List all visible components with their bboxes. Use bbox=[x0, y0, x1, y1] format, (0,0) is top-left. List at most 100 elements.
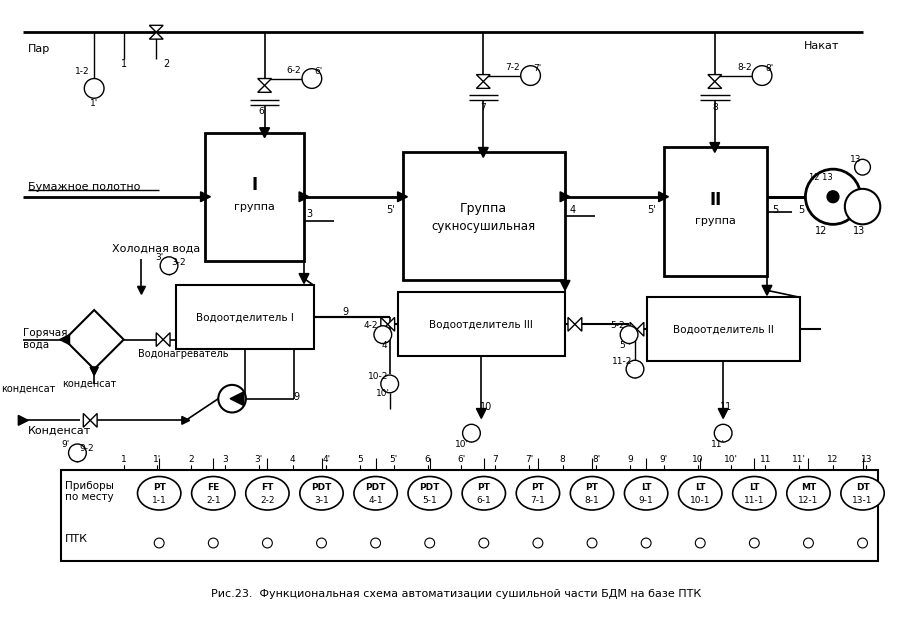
Text: 7: 7 bbox=[480, 102, 486, 112]
Bar bbox=[646, 297, 799, 361]
Text: 4': 4' bbox=[322, 456, 330, 464]
Polygon shape bbox=[476, 409, 486, 418]
Text: 7-1: 7-1 bbox=[530, 495, 546, 505]
Text: 5: 5 bbox=[619, 341, 625, 350]
Polygon shape bbox=[138, 286, 146, 295]
Text: 10: 10 bbox=[692, 456, 703, 464]
Text: 4: 4 bbox=[289, 456, 296, 464]
Circle shape bbox=[479, 538, 489, 548]
Polygon shape bbox=[476, 82, 490, 89]
Polygon shape bbox=[387, 318, 395, 331]
Text: Рис.23.  Функциональная схема автоматизации сушильной части БДМ на базе ПТК: Рис.23. Функциональная схема автоматизац… bbox=[210, 588, 701, 599]
Polygon shape bbox=[90, 367, 98, 375]
Polygon shape bbox=[397, 192, 407, 202]
Text: 3': 3' bbox=[155, 253, 164, 262]
Polygon shape bbox=[630, 323, 637, 336]
Text: 1-1: 1-1 bbox=[152, 495, 166, 505]
Text: по месту: по месту bbox=[65, 492, 113, 502]
Text: 7': 7' bbox=[533, 64, 541, 73]
Circle shape bbox=[521, 66, 540, 85]
Text: 9': 9' bbox=[660, 456, 668, 464]
Text: группа: группа bbox=[235, 202, 275, 212]
Polygon shape bbox=[149, 32, 163, 39]
Text: 4: 4 bbox=[382, 341, 387, 350]
Polygon shape bbox=[84, 414, 90, 427]
Text: 5-1: 5-1 bbox=[423, 495, 437, 505]
Text: 8': 8' bbox=[592, 456, 601, 464]
Circle shape bbox=[806, 169, 860, 224]
Text: 11-1: 11-1 bbox=[744, 495, 764, 505]
Text: 5': 5' bbox=[389, 456, 398, 464]
Ellipse shape bbox=[570, 477, 614, 510]
Circle shape bbox=[302, 69, 322, 89]
Text: 11': 11' bbox=[711, 441, 725, 449]
Text: 5': 5' bbox=[387, 205, 395, 215]
Text: 6': 6' bbox=[458, 456, 466, 464]
Text: Водонагреватель: Водонагреватель bbox=[138, 349, 229, 359]
Ellipse shape bbox=[625, 477, 668, 510]
Text: Бумажное полотно: Бумажное полотно bbox=[28, 182, 140, 192]
Text: 13: 13 bbox=[850, 155, 861, 164]
Text: 13: 13 bbox=[852, 227, 865, 236]
Ellipse shape bbox=[679, 477, 722, 510]
Circle shape bbox=[218, 385, 245, 412]
Text: FT: FT bbox=[262, 483, 273, 492]
Polygon shape bbox=[708, 82, 722, 89]
Text: 2: 2 bbox=[163, 59, 169, 69]
Polygon shape bbox=[478, 147, 488, 157]
Polygon shape bbox=[59, 334, 69, 344]
Text: 2: 2 bbox=[189, 456, 194, 464]
Text: 13: 13 bbox=[860, 456, 872, 464]
Text: 7': 7' bbox=[525, 456, 533, 464]
Text: 10': 10' bbox=[725, 456, 738, 464]
Polygon shape bbox=[90, 414, 97, 427]
Polygon shape bbox=[718, 409, 728, 418]
Text: 6: 6 bbox=[259, 107, 264, 115]
Text: 13-1: 13-1 bbox=[852, 495, 873, 505]
Text: 6-1: 6-1 bbox=[476, 495, 491, 505]
Polygon shape bbox=[574, 318, 582, 331]
Text: вода: вода bbox=[23, 339, 49, 349]
Text: 8-2: 8-2 bbox=[737, 63, 752, 72]
Circle shape bbox=[620, 326, 638, 344]
Text: 3-1: 3-1 bbox=[314, 495, 329, 505]
Circle shape bbox=[858, 538, 868, 548]
Text: 5-2: 5-2 bbox=[610, 321, 625, 330]
Text: конденсат: конденсат bbox=[62, 379, 117, 389]
Polygon shape bbox=[708, 75, 722, 82]
Circle shape bbox=[533, 538, 543, 548]
Polygon shape bbox=[659, 192, 669, 202]
Text: Накат: Накат bbox=[804, 41, 839, 51]
Text: 1': 1' bbox=[154, 456, 162, 464]
Text: Конденсат: Конденсат bbox=[28, 425, 92, 435]
Circle shape bbox=[463, 424, 480, 442]
Text: DT: DT bbox=[856, 483, 869, 492]
Text: 11': 11' bbox=[792, 456, 806, 464]
Bar bbox=[403, 152, 565, 280]
Text: LT: LT bbox=[641, 483, 652, 492]
Circle shape bbox=[155, 538, 165, 548]
Ellipse shape bbox=[787, 477, 830, 510]
Text: 4-1: 4-1 bbox=[369, 495, 383, 505]
Polygon shape bbox=[182, 416, 190, 424]
Text: Водоотделитель I: Водоотделитель I bbox=[196, 313, 294, 323]
Text: 5: 5 bbox=[357, 456, 363, 464]
Text: PT: PT bbox=[585, 483, 599, 492]
Text: ПТК: ПТК bbox=[65, 534, 87, 544]
Circle shape bbox=[263, 538, 272, 548]
Polygon shape bbox=[90, 367, 98, 375]
Text: 8: 8 bbox=[560, 456, 565, 464]
Text: 9: 9 bbox=[628, 456, 633, 464]
Polygon shape bbox=[710, 142, 720, 152]
Text: LT: LT bbox=[695, 483, 706, 492]
Ellipse shape bbox=[245, 477, 289, 510]
Text: PDT: PDT bbox=[365, 483, 386, 492]
Bar bbox=[176, 285, 314, 349]
Polygon shape bbox=[258, 79, 271, 85]
Text: 12: 12 bbox=[815, 227, 827, 236]
Text: 11: 11 bbox=[760, 456, 771, 464]
Text: 9': 9' bbox=[61, 441, 70, 449]
Text: 9: 9 bbox=[343, 306, 349, 316]
Circle shape bbox=[845, 189, 880, 224]
Polygon shape bbox=[560, 280, 570, 290]
